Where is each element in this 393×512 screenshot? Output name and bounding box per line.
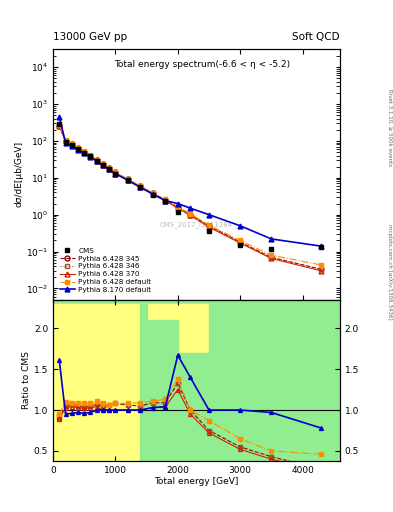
Text: CMS_2017_I1511284: CMS_2017_I1511284 xyxy=(160,221,233,228)
Y-axis label: Ratio to CMS: Ratio to CMS xyxy=(22,351,31,409)
Text: Soft QCD: Soft QCD xyxy=(292,32,340,42)
X-axis label: Total energy [GeV]: Total energy [GeV] xyxy=(154,477,239,486)
Text: mcplots.cern.ch [arXiv:1306.3436]: mcplots.cern.ch [arXiv:1306.3436] xyxy=(387,224,392,319)
Text: Total energy spectrum(-6.6 < η < -5.2): Total energy spectrum(-6.6 < η < -5.2) xyxy=(114,60,290,69)
Y-axis label: dσ/dE[μb/GeV]: dσ/dE[μb/GeV] xyxy=(14,141,23,207)
Text: 13000 GeV pp: 13000 GeV pp xyxy=(53,32,127,42)
Legend: CMS, Pythia 6.428 345, Pythia 6.428 346, Pythia 6.428 370, Pythia 6.428 default,: CMS, Pythia 6.428 345, Pythia 6.428 346,… xyxy=(57,245,154,296)
Text: Rivet 3.1.10, ≥ 500k events: Rivet 3.1.10, ≥ 500k events xyxy=(387,90,392,166)
